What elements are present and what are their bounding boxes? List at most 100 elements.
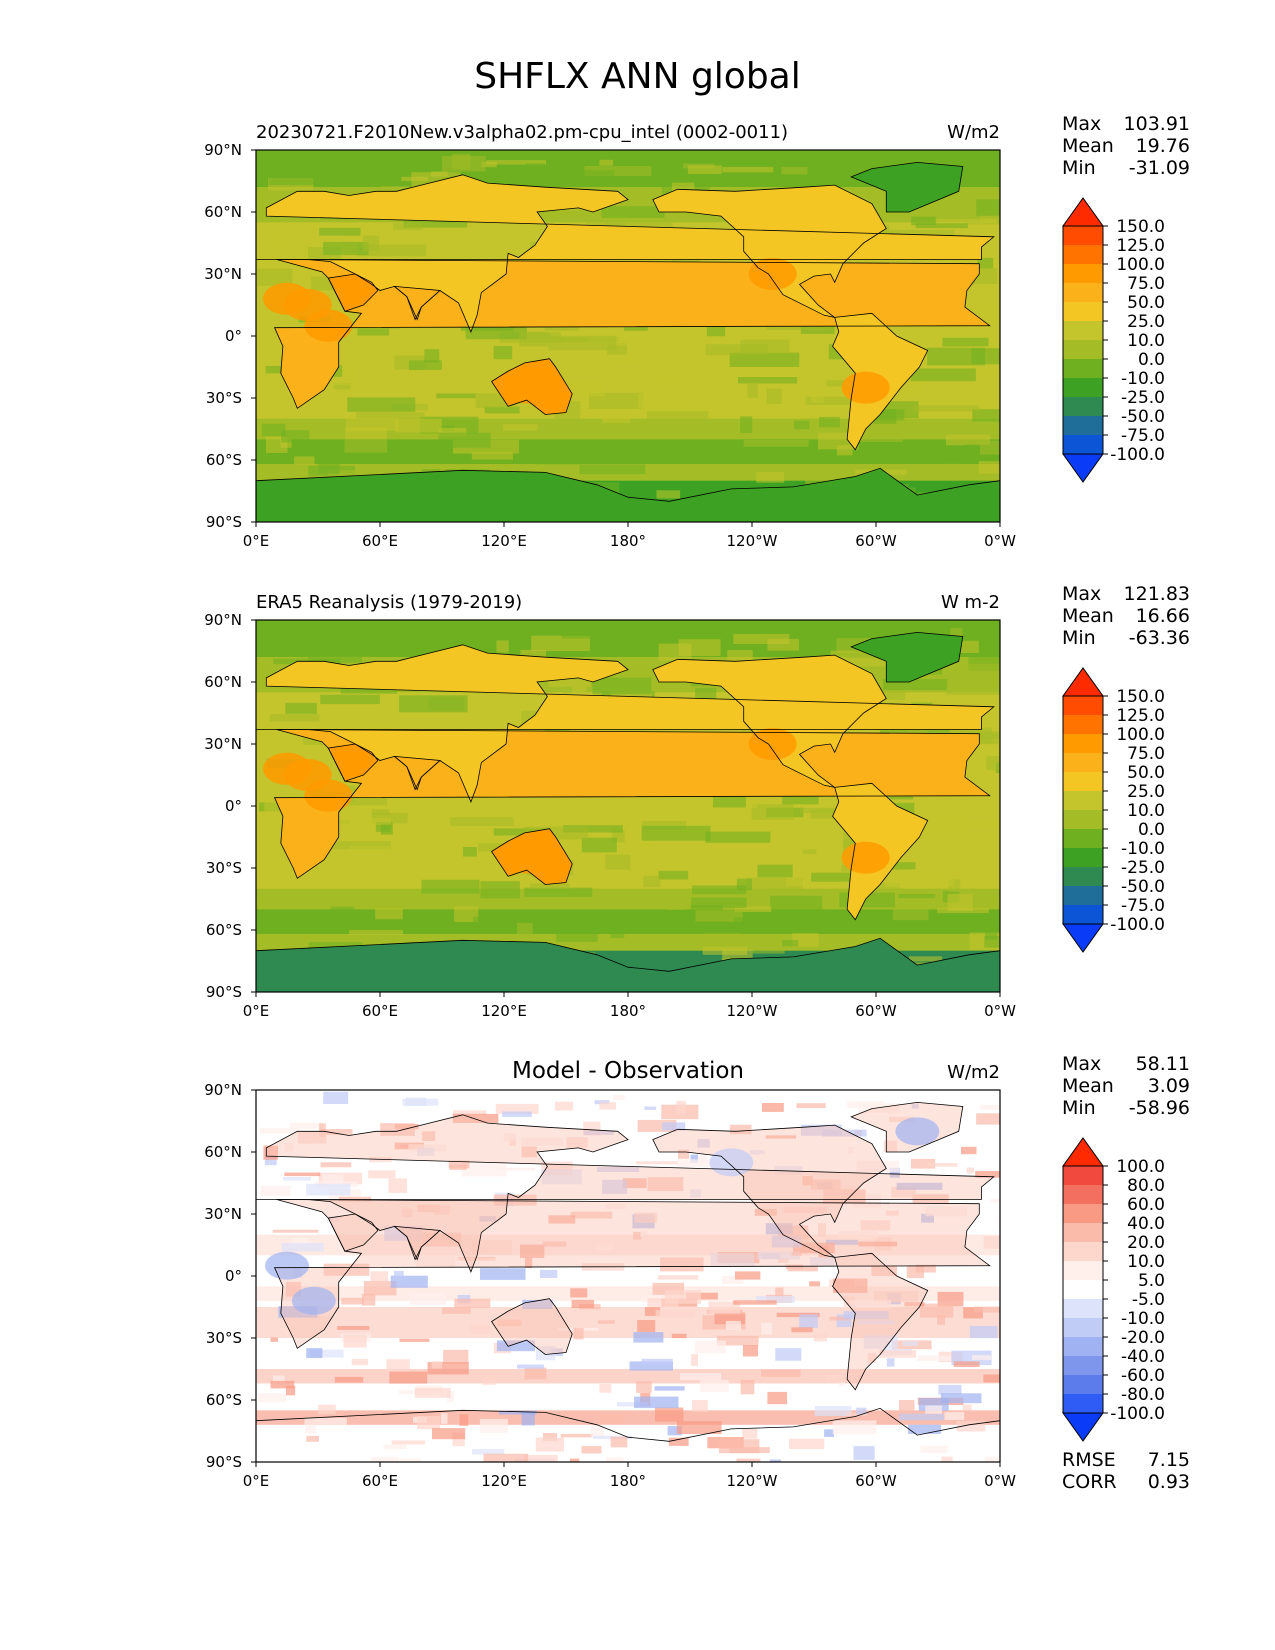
colorbar-tick-label: -60.0 [1121, 1366, 1165, 1386]
field-cell [722, 166, 774, 173]
negative-anomaly [265, 1251, 309, 1280]
field-cell [974, 302, 1000, 315]
field-cell [502, 1111, 532, 1117]
field-cell [450, 817, 514, 826]
colorbar-tick-label: 10.0 [1127, 801, 1165, 821]
stat-mean-label: Mean [1062, 605, 1114, 627]
negative-anomaly [709, 1148, 754, 1177]
field-cell [563, 825, 623, 833]
field-cell [357, 244, 427, 257]
field-cell [463, 847, 477, 857]
field-cell [362, 1293, 376, 1306]
x-tick-label: 0°E [243, 532, 270, 550]
field-cell [672, 255, 700, 267]
hot-spot [841, 841, 890, 874]
field-cell [581, 1446, 602, 1454]
colorbar-tick-label: 125.0 [1116, 706, 1165, 726]
field-cell [734, 917, 766, 923]
field-cell [599, 1102, 616, 1110]
contour-field [256, 1090, 1000, 1462]
colorbar-tick-label: 100.0 [1116, 725, 1165, 745]
field-cell [571, 1299, 595, 1309]
field-cell [399, 1458, 421, 1462]
field-cell [522, 1299, 553, 1309]
field-cell [310, 1349, 344, 1358]
field-cell [402, 1208, 413, 1218]
field-cell [289, 1122, 323, 1129]
field-cell [920, 1303, 954, 1318]
field-cell [856, 1160, 900, 1173]
colorbar-tick-label: 0.0 [1138, 820, 1165, 840]
field-cell [969, 1325, 998, 1339]
land-anomaly [394, 1226, 440, 1260]
field-cell [915, 936, 961, 946]
field-cell [320, 694, 380, 705]
colorbar-segment [1063, 772, 1103, 791]
colorbar-tick-label: -40.0 [1121, 1347, 1165, 1367]
field-cell [859, 883, 901, 892]
field-cell [521, 1146, 537, 1158]
field-cell [691, 1353, 699, 1367]
x-tick-label: 120°E [481, 1472, 527, 1490]
field-cell [811, 1179, 841, 1190]
field-cell [708, 1301, 740, 1314]
field-cell [470, 1324, 491, 1334]
field-cell [356, 412, 425, 421]
field-cell [331, 818, 392, 825]
field-cell [786, 877, 844, 887]
field-cell [589, 392, 644, 409]
stat-max-label: Max [1062, 583, 1101, 605]
colorbar-tick-label: -25.0 [1121, 388, 1165, 408]
field-cell [344, 439, 388, 453]
field-cell [747, 382, 758, 398]
field-cell [873, 1291, 919, 1303]
field-cell [328, 1216, 340, 1222]
colorbar-segment [1063, 829, 1103, 848]
field-cell [829, 1316, 851, 1321]
y-tick-label: 90°S [206, 513, 242, 531]
colorbar-segment [1063, 1223, 1103, 1242]
field-cell [735, 906, 772, 912]
field-cell [493, 1194, 537, 1206]
colorbar-frame [1062, 1165, 1104, 1414]
land-field-india [394, 756, 440, 790]
field-cell [472, 1240, 513, 1255]
field-cell [362, 235, 380, 251]
field-cell [621, 910, 663, 920]
field-cell [832, 1420, 877, 1435]
field-cell [535, 1346, 556, 1361]
field-cell [819, 416, 840, 428]
field-cell [346, 417, 399, 431]
field-cell [318, 463, 340, 474]
colorbar-tick-label: 10.0 [1127, 1252, 1165, 1272]
field-cell [637, 1320, 656, 1333]
field-cell [610, 925, 625, 939]
field-cell [573, 1327, 584, 1340]
field-cell [891, 1186, 916, 1198]
field-cell [395, 419, 442, 433]
field-cell [791, 1252, 802, 1256]
field-cell [761, 1369, 801, 1377]
colorbar-segment [1063, 1166, 1103, 1185]
field-cell [617, 1402, 649, 1407]
field-cell [647, 1177, 684, 1192]
y-tick-label: 90°S [206, 1453, 242, 1471]
field-cell [692, 1400, 708, 1412]
field-cell [980, 440, 1000, 455]
field-cell [540, 1269, 558, 1278]
x-tick-label: 120°E [481, 1002, 527, 1020]
field-cell [268, 169, 332, 185]
field-cell [453, 1110, 487, 1116]
field-cell [898, 1400, 915, 1411]
coastline-antarctica [256, 937, 1000, 972]
field-cell [555, 1101, 574, 1111]
field-cell [484, 406, 520, 414]
field-cell [421, 879, 480, 894]
field-cell [833, 1278, 868, 1293]
field-cell [283, 1177, 312, 1181]
field-cell [989, 369, 1000, 376]
land-field-eurasia [256, 644, 994, 802]
field-cell [690, 904, 723, 911]
field-cell [452, 1113, 499, 1123]
